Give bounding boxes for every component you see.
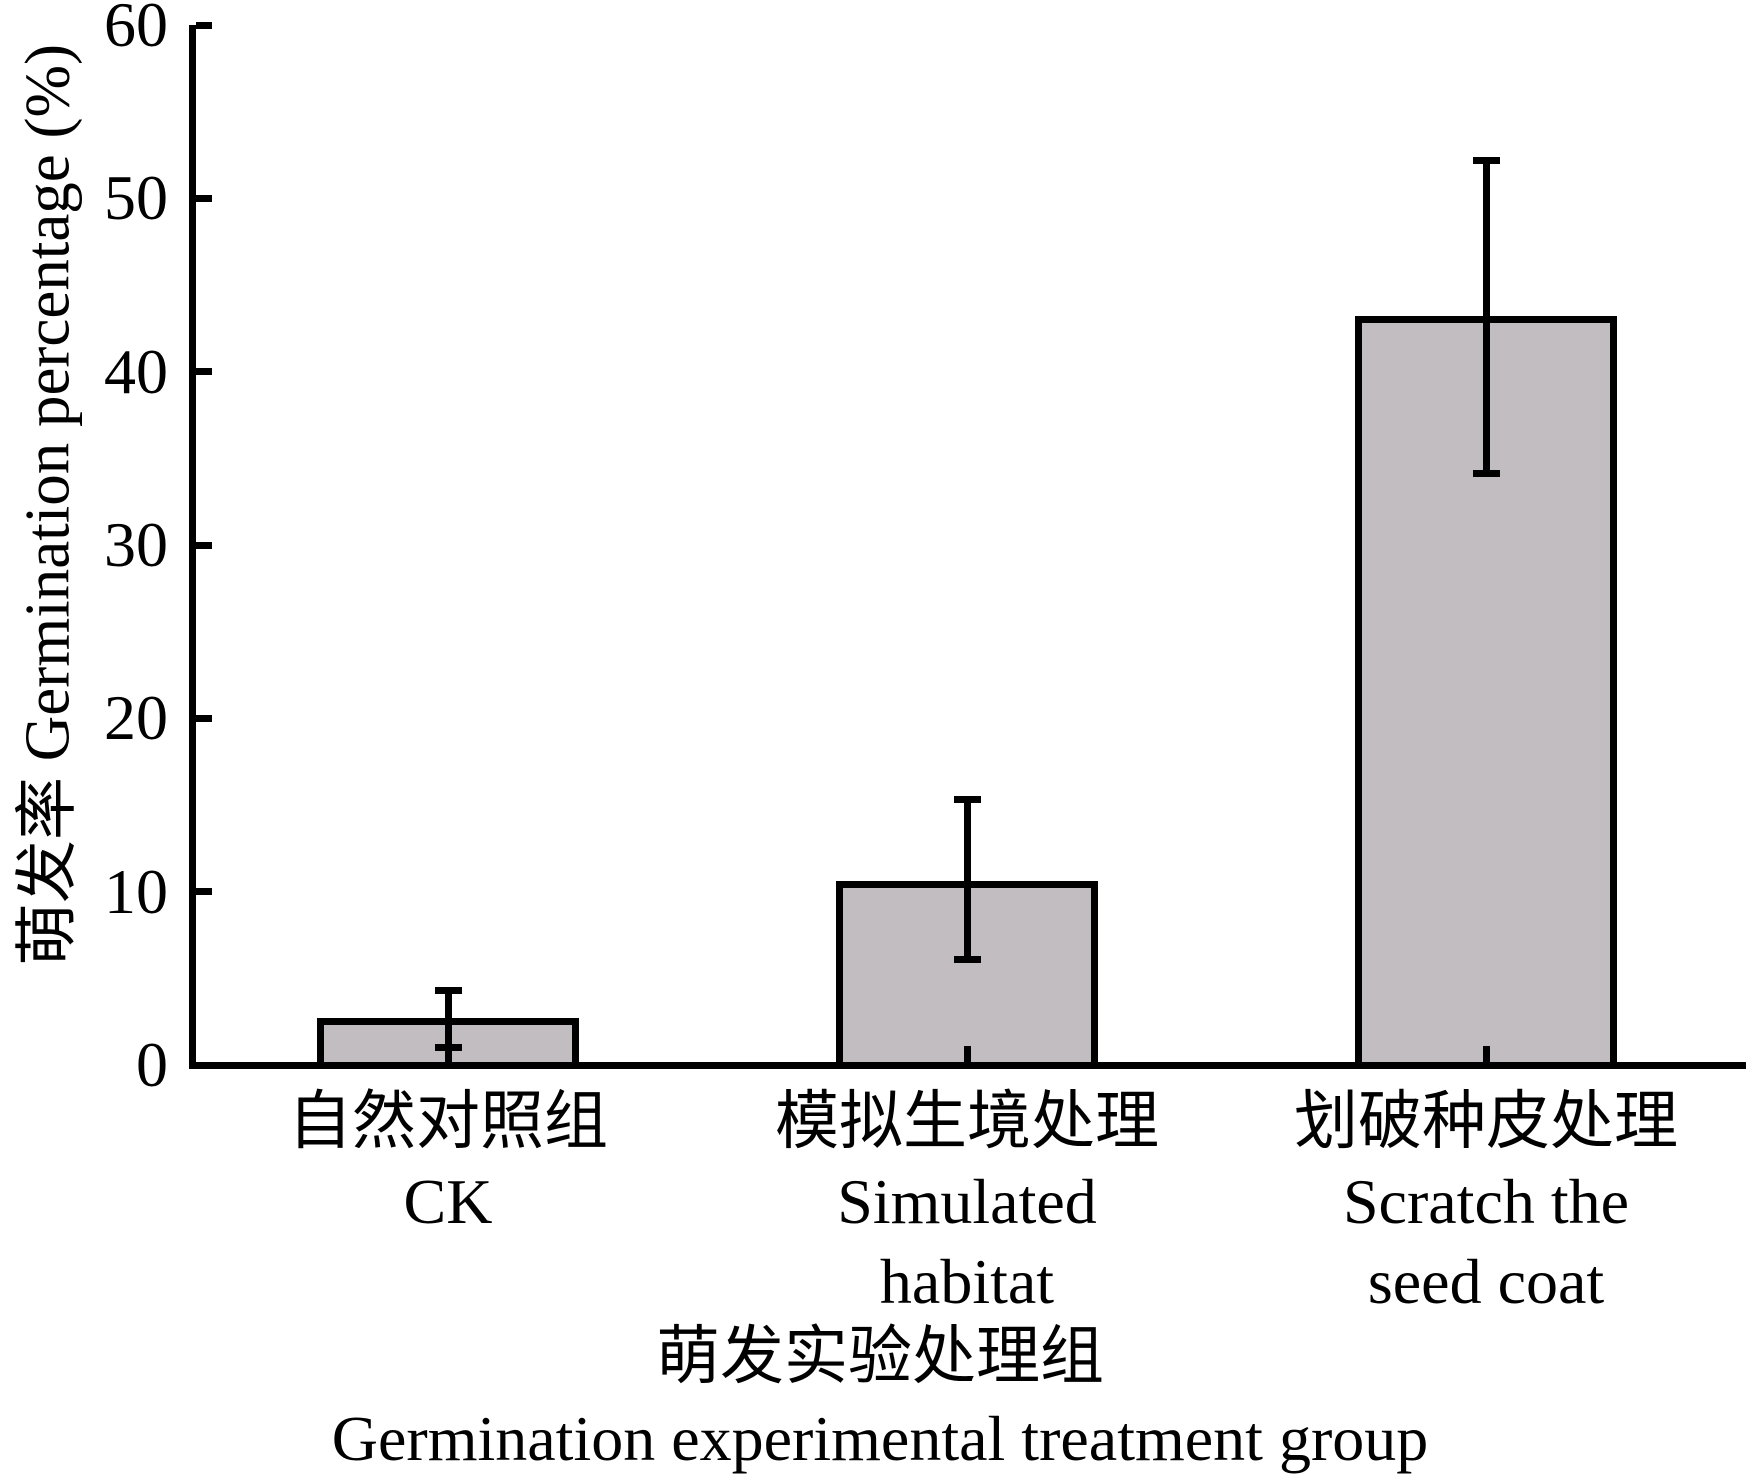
x-category-label-zh: 自然对照组 <box>288 1086 608 1157</box>
x-category-label-zh: 模拟生境处理 <box>775 1086 1159 1157</box>
x-axis-title-en: Germination experimental treatment group <box>331 1403 1429 1474</box>
x-tick-mark-1 <box>444 1046 452 1062</box>
y-tick-label: 60 <box>104 0 168 60</box>
x-category-label-en-line: Simulated <box>837 1166 1097 1237</box>
y-tick-label: 30 <box>104 509 168 580</box>
y-tick-label: 50 <box>104 162 168 234</box>
x-axis-title: 萌发实验处理组 Germination experimental treatme… <box>332 1316 1429 1480</box>
error-bar-cap-top-3 <box>1472 156 1500 164</box>
x-category-label-en-line: CK <box>403 1166 493 1237</box>
x-category-label-en-line: Scratch the <box>1342 1166 1630 1237</box>
x-category-label-2: 模拟生境处理 Simulated habitat <box>775 1082 1159 1322</box>
y-tick-mark <box>196 368 212 376</box>
y-tick-label: 40 <box>104 335 168 407</box>
x-category-label-en-line: seed coat <box>1367 1246 1605 1317</box>
error-bar-cap-top-1 <box>434 986 462 994</box>
y-axis-line <box>189 25 196 1069</box>
y-tick-label: 20 <box>104 682 168 754</box>
x-category-label-zh: 划破种皮处理 <box>1294 1086 1678 1157</box>
error-bar-line-1 <box>444 990 452 1048</box>
y-tick-label: 0 <box>136 1029 168 1100</box>
x-tick-mark-2 <box>963 1046 971 1062</box>
error-bar-cap-bottom-2 <box>953 955 981 963</box>
y-tick-mark <box>196 194 212 202</box>
y-tick-mark <box>196 888 212 896</box>
x-category-label-1: 自然对照组 CK <box>288 1082 608 1242</box>
x-tick-mark-3 <box>1482 1046 1490 1062</box>
y-tick-label: 10 <box>104 855 168 927</box>
x-axis-title-zh: 萌发实验处理组 <box>656 1321 1104 1392</box>
error-bar-line-3 <box>1482 160 1490 474</box>
y-tick-mark <box>196 21 212 29</box>
error-bar-cap-top-2 <box>953 796 981 804</box>
x-category-label-3: 划破种皮处理 Scratch the seed coat <box>1294 1082 1678 1322</box>
y-tick-mark <box>196 541 212 549</box>
x-category-label-en-line: habitat <box>879 1246 1055 1317</box>
error-bar-line-2 <box>963 799 971 960</box>
y-tick-mark <box>196 714 212 722</box>
error-bar-cap-bottom-3 <box>1472 470 1500 478</box>
